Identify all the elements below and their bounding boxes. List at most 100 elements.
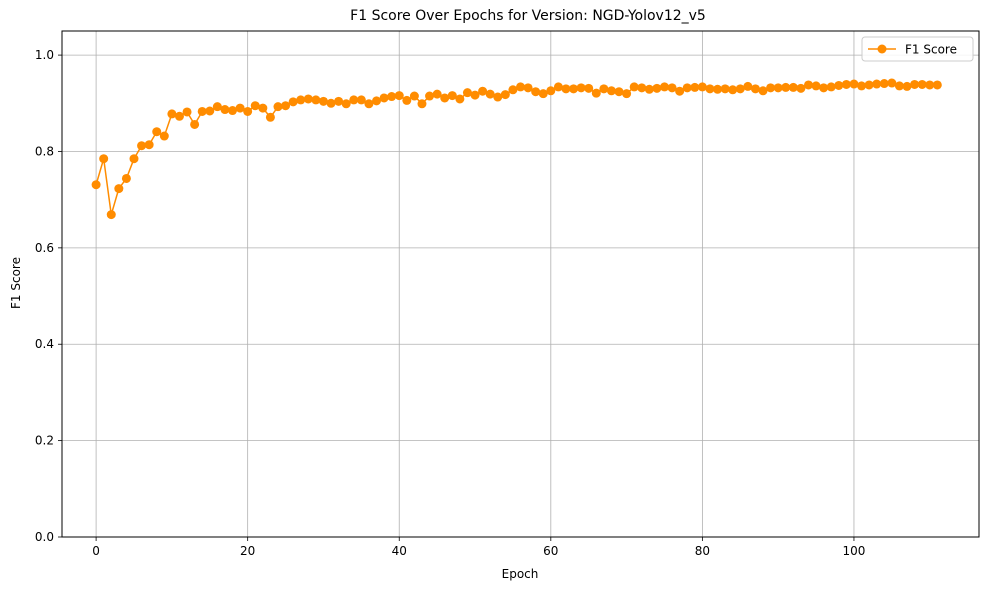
- data-point: [728, 85, 738, 95]
- data-point: [569, 84, 579, 94]
- x-axis-label: Epoch: [502, 567, 539, 581]
- data-point: [478, 86, 488, 96]
- data-point: [137, 141, 147, 151]
- data-point: [576, 83, 586, 93]
- data-point: [409, 91, 419, 101]
- data-point: [561, 84, 571, 94]
- data-point: [857, 81, 867, 91]
- data-point: [281, 101, 291, 111]
- legend: F1 Score: [861, 36, 974, 62]
- x-tick-label: 20: [240, 544, 255, 558]
- data-point: [273, 102, 283, 112]
- data-point: [235, 103, 245, 113]
- data-point: [879, 79, 889, 89]
- x-tick-label: 100: [843, 544, 866, 558]
- data-point: [485, 89, 495, 99]
- data-point: [387, 92, 397, 102]
- data-point: [326, 98, 336, 108]
- data-point: [819, 83, 829, 93]
- axis-ticks: 0 20 40 60 80 100 0.0 0.2 0.4 0.6 0.8 1.0: [35, 48, 866, 558]
- data-point: [288, 97, 298, 107]
- data-point: [713, 84, 723, 94]
- legend-label: F1 Score: [905, 43, 957, 57]
- data-point: [743, 81, 753, 91]
- data-point: [894, 81, 904, 91]
- data-point: [182, 107, 192, 117]
- y-tick-label: 0.6: [35, 241, 54, 255]
- data-point: [872, 79, 882, 89]
- data-point: [220, 105, 230, 115]
- series-layer: [91, 78, 942, 220]
- data-point: [705, 84, 715, 94]
- data-point: [500, 90, 510, 100]
- data-point: [447, 91, 457, 101]
- data-point: [508, 85, 518, 95]
- data-point: [205, 106, 215, 116]
- x-tick-label: 40: [392, 544, 407, 558]
- data-point: [614, 87, 624, 97]
- data-point: [212, 102, 222, 112]
- data-point: [523, 83, 533, 93]
- data-point: [250, 101, 260, 111]
- data-point: [599, 84, 609, 94]
- data-point: [129, 154, 139, 164]
- x-tick-label: 80: [695, 544, 710, 558]
- chart-title: F1 Score Over Epochs for Version: NGD-Yo…: [350, 8, 706, 24]
- y-axis-label: F1 Score: [9, 257, 23, 309]
- data-point: [637, 83, 647, 93]
- data-point: [538, 89, 548, 99]
- y-tick-label: 1.0: [35, 48, 54, 62]
- x-tick-label: 0: [92, 544, 100, 558]
- data-point: [121, 173, 131, 183]
- data-point: [364, 99, 374, 109]
- data-point: [106, 210, 116, 220]
- data-point: [455, 94, 465, 104]
- data-point: [334, 96, 344, 106]
- data-point: [265, 112, 275, 122]
- data-point: [644, 84, 654, 94]
- data-point: [720, 84, 730, 94]
- data-point: [629, 82, 639, 92]
- data-point: [690, 82, 700, 92]
- data-point: [917, 79, 927, 89]
- data-point: [379, 93, 389, 103]
- data-point: [925, 80, 935, 90]
- data-point: [811, 81, 821, 91]
- data-point: [910, 79, 920, 89]
- data-point: [349, 95, 359, 105]
- data-point: [796, 83, 806, 93]
- data-point: [606, 86, 616, 96]
- data-point: [887, 78, 897, 88]
- data-point: [584, 83, 594, 93]
- data-point: [197, 106, 207, 116]
- data-point: [531, 87, 541, 97]
- data-point: [303, 94, 313, 104]
- data-point: [190, 119, 200, 129]
- data-point: [682, 83, 692, 93]
- data-point: [803, 80, 813, 90]
- y-tick-label: 0.4: [35, 337, 54, 351]
- data-point: [516, 82, 525, 92]
- data-point: [470, 90, 480, 100]
- data-point: [864, 80, 874, 90]
- data-point: [91, 180, 101, 190]
- data-point: [356, 95, 366, 105]
- data-point: [394, 91, 404, 101]
- data-point: [425, 91, 435, 101]
- data-point: [243, 106, 253, 116]
- data-point: [622, 89, 632, 99]
- data-point: [652, 83, 662, 93]
- data-point: [932, 80, 942, 90]
- data-point: [318, 96, 328, 106]
- data-point: [788, 82, 798, 92]
- data-point: [372, 96, 382, 106]
- data-point: [834, 80, 844, 90]
- data-point: [417, 99, 427, 109]
- data-point: [493, 92, 503, 102]
- data-point: [675, 86, 685, 96]
- data-point: [341, 99, 351, 109]
- data-point: [440, 93, 450, 103]
- data-point: [659, 82, 669, 92]
